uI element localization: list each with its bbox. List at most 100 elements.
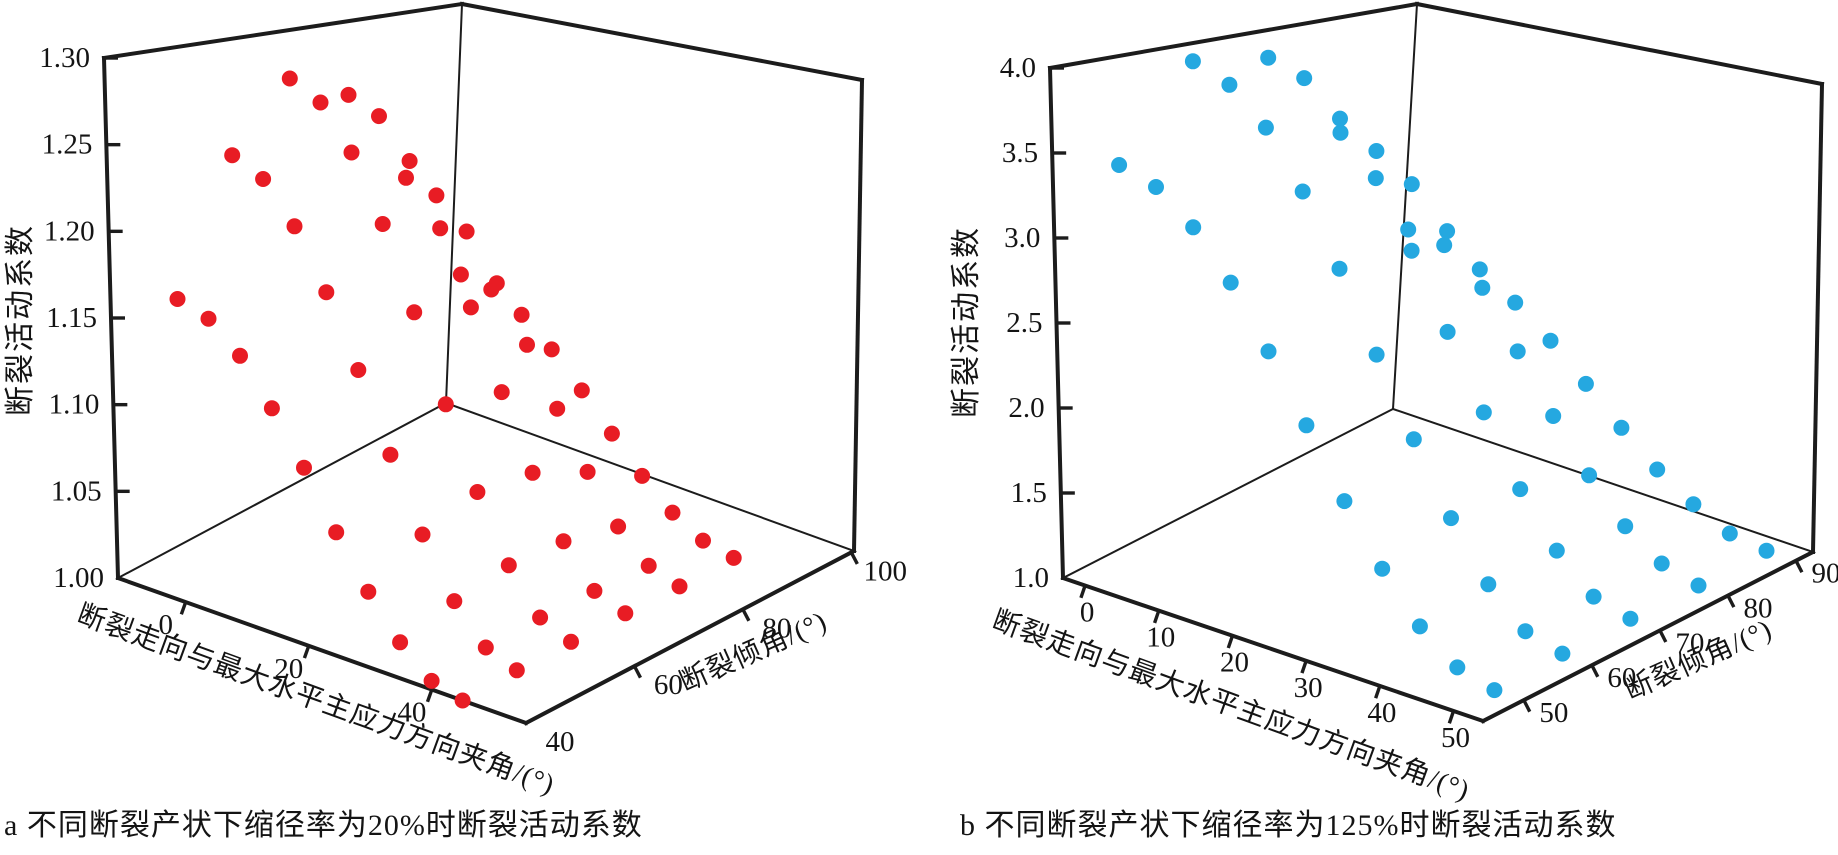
data-point [1471,261,1488,278]
y-axis-tick [1522,699,1532,713]
data-point [671,578,688,595]
data-point [318,284,335,301]
y-axis-line [1480,549,1816,724]
y-tick-label: 80 [1743,593,1772,625]
data-point [1403,176,1420,193]
data-point [1298,417,1315,434]
y-tick-label: 50 [1539,697,1568,729]
data-point [1260,49,1277,66]
data-point [695,532,711,549]
x-axis-tick [1447,710,1456,724]
data-point [640,557,657,574]
data-point [1653,555,1670,572]
data-point [524,464,541,481]
data-point [1374,560,1391,577]
x-tick-label: 10 [1146,622,1175,654]
data-point [1443,510,1459,527]
y-tick-label: 100 [864,555,908,587]
x-tick-label: 20 [1220,647,1249,679]
z-tick-label: 2.5 [1006,307,1042,339]
y-tick-label: 60 [1607,662,1636,694]
x-tick-label: 0 [158,609,173,641]
data-point [401,153,418,169]
data-point [634,467,651,484]
data-point [573,382,590,399]
data-point [1486,682,1503,699]
data-point [617,605,634,622]
data-point [1554,645,1571,662]
data-point [493,384,510,401]
x-axis-tick [1300,660,1308,674]
data-point [1548,542,1565,559]
scatter-series [169,70,742,709]
z-axis-title: 断裂活动系数 [4,224,37,416]
x-axis-tick [179,601,188,615]
plot-a: 1.00 1.05 1.10 1.15 1.20 1.25 1.30 0 20 40 40 60 80 1… [4,1,908,801]
data-point [1148,179,1164,195]
x-axis-line [1060,575,1486,724]
data-point [1517,623,1534,640]
top-edge-left [1047,1,1420,71]
data-point [1542,332,1559,349]
z-tick-label: 1.10 [49,389,100,421]
data-point [477,639,494,656]
y-axis-tick [741,608,751,622]
caption-left: a 不同断裂产状下缩径率为20%时断裂活动系数 [4,809,643,842]
y-axis-tick [632,665,642,679]
y-tick-label: 70 [1675,627,1704,659]
data-point [1257,119,1274,136]
x-axis-tick [302,645,311,659]
data-point [1331,260,1348,277]
data-point [1545,408,1562,424]
data-point [1400,221,1417,238]
data-point [414,526,431,543]
data-point [1185,219,1202,236]
data-point [1368,346,1385,363]
data-point [1221,76,1238,93]
data-point [1405,431,1422,448]
back-corner-edge [444,2,464,405]
data-point [255,171,272,187]
floor-edge-left [1061,407,1395,580]
x-axis-tick [1226,635,1235,649]
y-tick-label: 40 [546,726,575,758]
data-point [1411,618,1428,635]
data-point [1439,223,1456,240]
data-point [1222,274,1239,291]
data-point [664,504,681,521]
data-point [224,147,241,164]
data-point [1296,70,1313,87]
x-axis-tick [1079,584,1087,599]
data-point [1403,242,1420,259]
data-point [312,94,329,111]
data-point [513,306,530,323]
data-point [1184,53,1201,70]
data-point [1332,110,1348,127]
x-tick-label: 40 [397,697,426,729]
data-point [446,593,463,610]
data-point [350,362,367,378]
data-point [371,108,387,125]
data-point [1475,404,1492,421]
data-point [1332,124,1349,141]
data-point [406,304,423,321]
floor-edge-right [1391,407,1815,554]
z-tick-label: 1.00 [53,562,104,594]
scatter-series [1111,49,1775,699]
data-point [563,633,579,650]
z-axis-title: 断裂活动系数 [950,226,983,418]
data-point [296,459,312,476]
data-point [360,583,377,600]
data-point [340,86,357,103]
data-point [281,70,298,87]
x-tick-label: 50 [1441,722,1470,754]
data-point [1622,610,1639,627]
data-point [586,582,603,599]
x-tick-label: 30 [1294,672,1323,704]
x-axis-tick [425,688,434,703]
data-point [286,218,303,235]
data-point [500,557,517,574]
data-point [519,336,535,353]
x-tick-label: 40 [1367,697,1396,729]
